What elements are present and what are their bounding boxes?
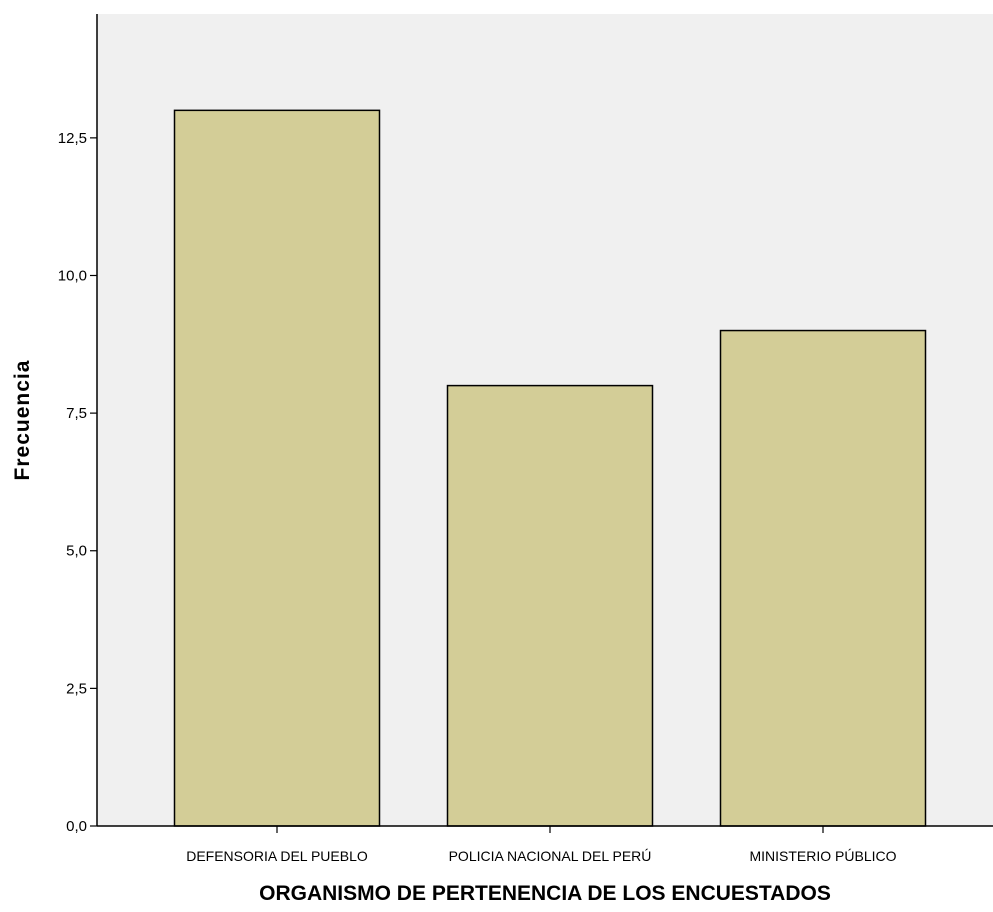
bars (173, 109, 927, 827)
y-tick-label: 2,5 (66, 680, 87, 697)
x-ticks: DEFENSORIA DEL PUEBLO POLICIA NACIONAL DE… (186, 826, 897, 864)
x-tick-label: POLICIA NACIONAL DEL PERÚ (449, 848, 652, 864)
y-ticks: 0,0 2,5 5,0 7,5 10,0 12,5 (58, 130, 97, 835)
y-tick-label: 12,5 (58, 130, 87, 147)
y-axis-title: Frecuencia (11, 360, 34, 481)
y-tick-label: 0,0 (66, 818, 87, 835)
bar (446, 384, 654, 827)
x-axis-title: ORGANISMO DE PERTENENCIA DE LOS ENCUESTA… (259, 882, 831, 905)
y-tick-label: 5,0 (66, 543, 87, 560)
x-tick-label: MINISTERIO PÚBLICO (749, 848, 896, 864)
bar (173, 109, 381, 827)
bar (719, 329, 927, 827)
x-tick-label: DEFENSORIA DEL PUEBLO (186, 848, 368, 864)
y-tick-label: 7,5 (66, 405, 87, 422)
y-tick-label: 10,0 (58, 267, 87, 284)
